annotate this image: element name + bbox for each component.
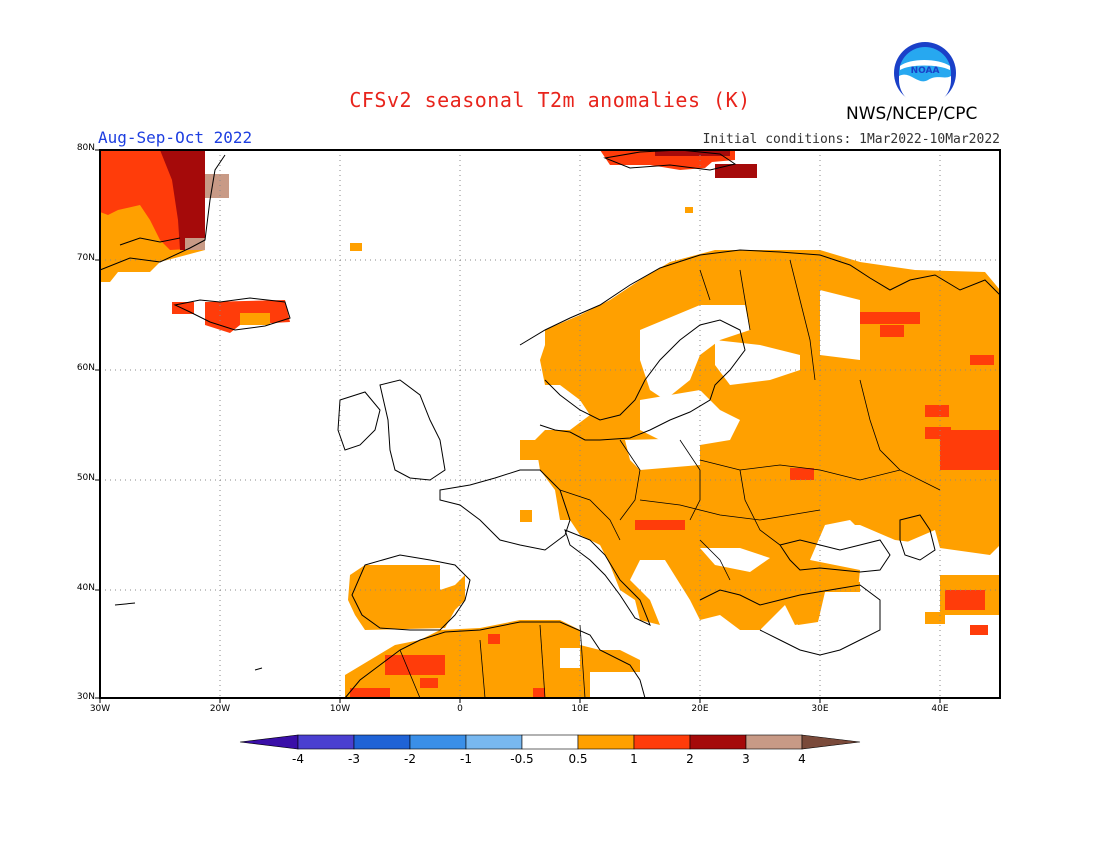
colorbar-swatch — [297, 734, 355, 750]
hot-spot-morocco-3 — [420, 678, 438, 688]
colorbar-tick: 1 — [630, 752, 638, 766]
colorbar-swatch — [745, 734, 803, 750]
lon-label-10w: 10W — [329, 704, 351, 714]
hot-spot-mideast-b — [970, 625, 988, 635]
colorbar-swatch — [409, 734, 467, 750]
tick-marks — [95, 149, 941, 703]
borders — [399, 259, 941, 699]
colorbar-tick: 4 — [798, 752, 806, 766]
agency-label: NWS/NCEP/CPC — [846, 104, 978, 124]
hot-spot-russia-4 — [970, 355, 994, 365]
hot-spot-mid — [880, 325, 904, 337]
svg-text:NOAA: NOAA — [911, 66, 940, 76]
white-hole-caspian — [825, 525, 935, 565]
lon-label-40e: 40E — [931, 704, 949, 714]
anomaly-region-mideast-b — [925, 612, 945, 624]
colorbar-tick: 2 — [686, 752, 694, 766]
colorbar-arrow-low — [239, 734, 299, 750]
colorbar-tick: -4 — [292, 752, 304, 766]
noaa-logo: NOAA — [894, 42, 956, 106]
white-hole-balkans — [700, 548, 770, 572]
anomaly-region-north-africa — [345, 620, 640, 698]
lat-label-80n: 80N — [76, 143, 95, 153]
anomaly-region-svalbard-b — [655, 150, 730, 156]
period-label: Aug-Sep-Oct 2022 — [98, 128, 253, 147]
colorbar — [239, 734, 861, 750]
anomaly-region-small-isle-b — [685, 207, 693, 213]
lon-label-30e: 30E — [811, 704, 829, 714]
white-hole-scandinavia — [640, 305, 750, 400]
anomaly-region-turkey — [785, 580, 860, 625]
hot-spot-kola — [860, 312, 920, 324]
lat-label-60n: 60N — [76, 363, 95, 373]
white-hole-baltic — [640, 390, 740, 445]
colorbar-tick: -0.5 — [510, 752, 534, 766]
lat-label-70n: 70N — [76, 253, 95, 263]
colorbar-swatch — [633, 734, 691, 750]
lon-label-10e: 10E — [571, 704, 589, 714]
hot-spot-algeria — [488, 634, 500, 644]
anomaly-region-svalbard-2to3 — [715, 164, 757, 178]
anomaly-region-ireland — [520, 510, 532, 522]
colorbar-swatch — [577, 734, 635, 750]
map-frame — [99, 149, 1001, 699]
colorbar-tick: -1 — [460, 752, 472, 766]
chart-title: CFSv2 seasonal T2m anomalies (K) — [349, 88, 751, 112]
white-hole-finland — [715, 340, 800, 385]
hot-spot-hungary — [635, 520, 685, 530]
hot-spot-ukraine — [790, 468, 814, 480]
lat-label-30n: 30N — [76, 692, 95, 702]
initial-conditions-label: Initial conditions: 1Mar2022-10Mar2022 — [702, 132, 1000, 147]
hot-spot-russia-2 — [925, 427, 951, 439]
lat-label-40n: 40N — [76, 583, 95, 593]
colorbar-tick: 3 — [742, 752, 750, 766]
lat-label-50n: 50N — [76, 473, 95, 483]
colorbar-tick: -2 — [404, 752, 416, 766]
anomaly-region-greenland-3to4-b — [185, 238, 205, 250]
hot-spot-tunisia — [533, 688, 545, 698]
colorbar-tick: -3 — [348, 752, 360, 766]
colorbar-swatch — [521, 734, 579, 750]
hot-spot-mideast — [945, 590, 985, 610]
colorbar-swatch — [353, 734, 411, 750]
anomaly-region-iceland-orange — [240, 313, 270, 325]
colorbar-swatch — [689, 734, 747, 750]
white-hole-africa-1 — [560, 648, 580, 668]
anomaly-region-small-isle — [350, 243, 362, 251]
white-hole-africa-2 — [590, 672, 640, 698]
anomaly-region-greenland-3to4 — [205, 174, 229, 198]
white-hole-central — [625, 438, 700, 470]
lon-label-20w: 20W — [209, 704, 231, 714]
hot-spot-russia-3 — [925, 405, 949, 417]
hot-spot-morocco-1 — [385, 655, 445, 675]
lon-label-0: 0 — [457, 704, 463, 714]
colorbar-tick: 0.5 — [568, 752, 588, 766]
anomaly-region-uk — [520, 440, 550, 460]
white-hole-russia-n — [820, 290, 860, 360]
coastlines — [99, 149, 1001, 699]
anomaly-region-iberia — [348, 565, 465, 630]
lon-label-20e: 20E — [691, 704, 709, 714]
anomaly-shading — [100, 150, 1000, 698]
anomaly-region-greenland-2to3 — [160, 150, 205, 250]
colorbar-arrow-high — [801, 734, 861, 750]
lon-label-30w: 30W — [89, 704, 111, 714]
hot-spot-morocco-2 — [350, 688, 390, 698]
colorbar-swatch — [465, 734, 523, 750]
